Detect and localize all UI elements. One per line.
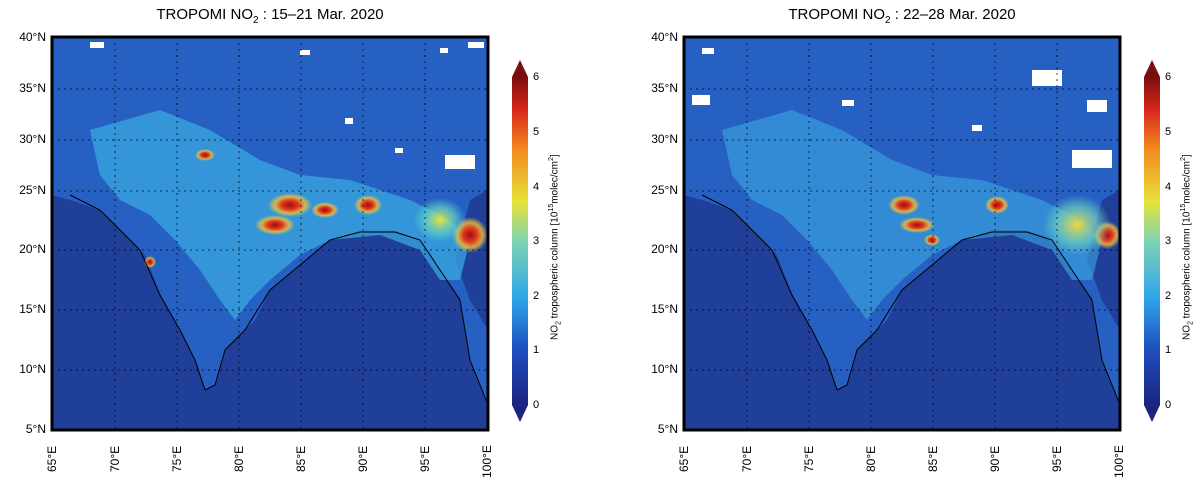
graticule [52, 37, 488, 430]
lon-label: 95°E [1050, 445, 1064, 472]
hotspot [311, 202, 339, 218]
hotspot [354, 195, 382, 215]
lon-label: 100°E [480, 445, 494, 478]
lat-label: 35°N [651, 81, 678, 95]
colorbar-tick: 0 [533, 399, 540, 411]
hotspot [268, 193, 312, 217]
hotspot [255, 215, 295, 235]
hotspot [195, 149, 215, 161]
lon-label: 90°E [356, 445, 370, 472]
no2-map-right [682, 35, 1160, 432]
lat-label: 10°N [651, 362, 678, 376]
colorbar-min-arrow [1144, 405, 1160, 422]
warm-area [414, 198, 466, 242]
lon-label: 100°E [1112, 445, 1126, 478]
cloud-gaps [90, 42, 484, 169]
graticule [684, 37, 1120, 430]
lat-label: 5°N [657, 422, 678, 436]
map-panel-left: TROPOMI NO2 : 15–21 Mar. 2020 [19, 6, 563, 478]
colorbar-tick: 1 [533, 344, 540, 356]
warm-area [1043, 195, 1111, 255]
coastline [701, 194, 1121, 406]
colorbar-tick: 5 [1165, 126, 1172, 138]
colorbar-tick: 3 [1165, 235, 1172, 247]
lon-label: 70°E [740, 445, 754, 472]
lat-label: 20°N [651, 242, 678, 256]
map-panel-right: TROPOMI NO2 : 22–28 Mar. 2020 [632, 0, 1200, 481]
colorbar-max-arrow [512, 60, 528, 77]
hotspot [899, 217, 935, 233]
lat-label: 40°N [651, 30, 678, 44]
colorbar-min-arrow [512, 405, 528, 422]
colorbar-max-arrow [1144, 60, 1160, 77]
hotspot [985, 196, 1009, 214]
lon-label: 80°E [232, 445, 246, 472]
lat-label: 30°N [651, 132, 678, 146]
lon-label: 95°E [418, 445, 432, 472]
no2-map-left [50, 35, 528, 432]
lat-label: 5°N [25, 422, 46, 436]
lat-label: 20°N [19, 242, 46, 256]
colorbar-tick: 0 [1165, 399, 1172, 411]
cloud-gaps [692, 48, 1112, 168]
indo-gangetic-plain [722, 110, 1102, 320]
lat-label: 10°N [19, 362, 46, 376]
hotspot [924, 234, 940, 246]
colorbar [512, 77, 528, 405]
map-frame [50, 35, 490, 432]
lon-label: 85°E [926, 445, 940, 472]
lon-label: 65°E [45, 445, 59, 472]
map-title-right: TROPOMI NO2 : 22–28 Mar. 2020 [788, 6, 1016, 26]
lat-label: 35°N [19, 81, 46, 95]
hotspot [888, 195, 920, 215]
lon-label: 85°E [294, 445, 308, 472]
colorbar-tick: 6 [1165, 71, 1172, 83]
map-frame [682, 35, 1122, 432]
colorbar-tick: 4 [1165, 181, 1172, 193]
lon-label: 70°E [108, 445, 122, 472]
colorbar-tick: 4 [533, 181, 540, 193]
lon-label: 65°E [677, 445, 691, 472]
colorbar-tick: 3 [533, 235, 540, 247]
map-title-left: TROPOMI NO2 : 15–21 Mar. 2020 [156, 6, 384, 26]
lat-label: 15°N [19, 302, 46, 316]
lat-label: 30°N [19, 132, 46, 146]
colorbar-title: NO2 tropospheric column [1015molec/cm2] [1180, 154, 1195, 340]
colorbar-tick: 2 [533, 290, 540, 302]
lon-label: 80°E [864, 445, 878, 472]
colorbar-tick: 1 [1165, 344, 1172, 356]
lon-label: 90°E [988, 445, 1002, 472]
colorbar-tick: 2 [1165, 290, 1172, 302]
lat-label: 15°N [651, 302, 678, 316]
colorbar-tick: 6 [533, 71, 540, 83]
lat-label: 40°N [19, 30, 46, 44]
coastline [69, 194, 489, 406]
colorbar [1144, 77, 1160, 405]
colorbar-tick: 5 [533, 126, 540, 138]
lat-label: 25°N [651, 183, 678, 197]
lon-label: 75°E [802, 445, 816, 472]
lat-label: 25°N [19, 183, 46, 197]
colorbar-title: NO2 tropospheric column [1015molec/cm2] [548, 154, 563, 340]
lon-label: 75°E [170, 445, 184, 472]
